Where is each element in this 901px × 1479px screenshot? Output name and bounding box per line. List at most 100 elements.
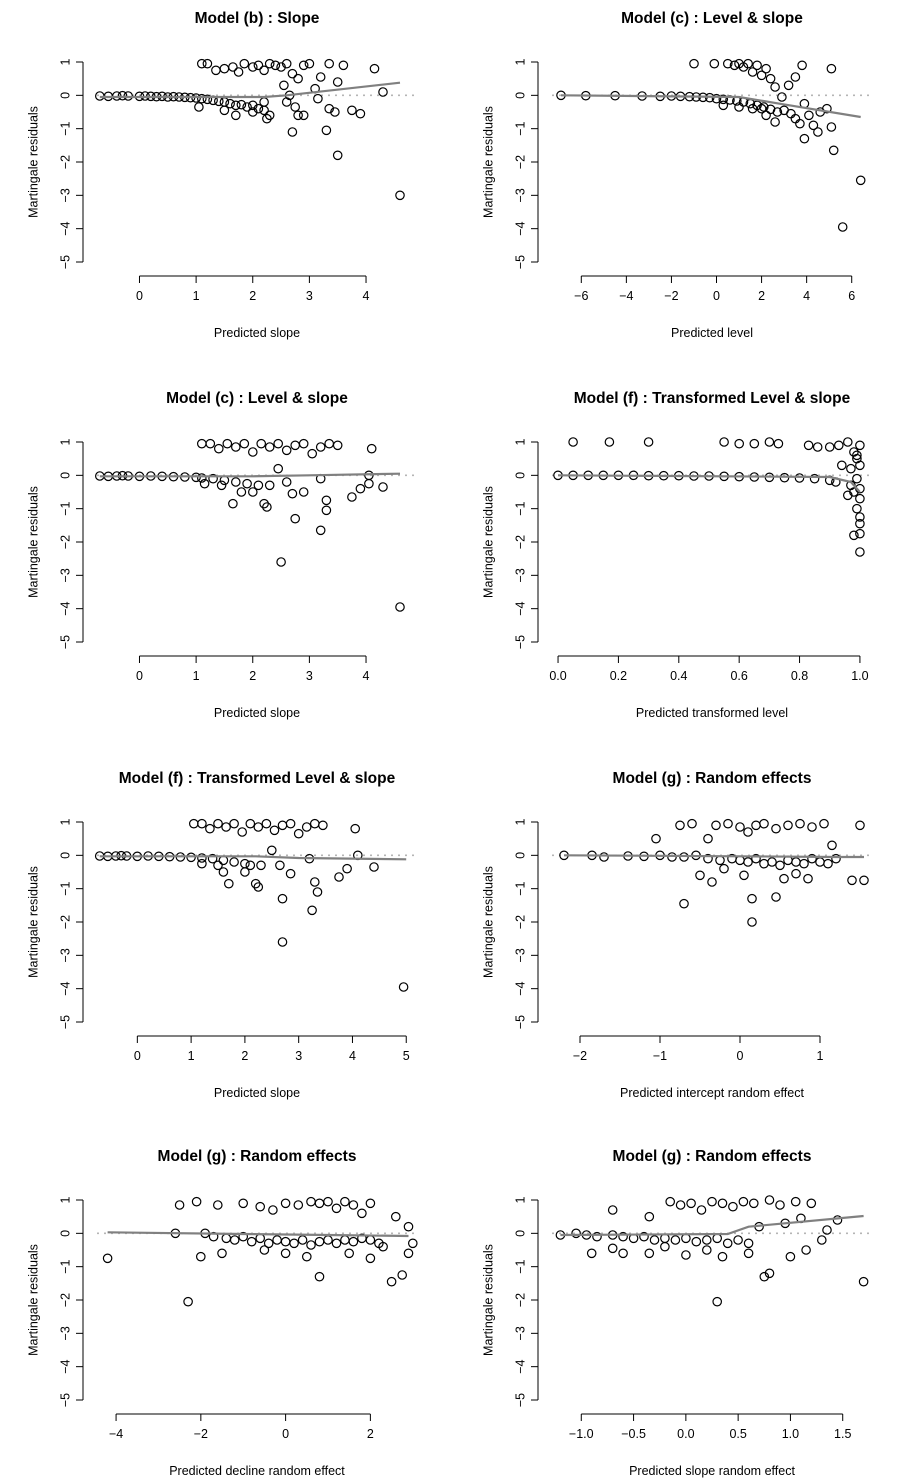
data-point <box>256 438 266 449</box>
data-point <box>679 898 689 909</box>
panel-3: Model (c) : Level & slope 1 0 −1 −2 −3 −4 −5 Mar… <box>26 390 417 720</box>
data-point <box>403 1248 414 1259</box>
data-point <box>253 480 264 491</box>
x-axis-label: Predicted slope <box>214 326 300 340</box>
data-point <box>355 483 366 494</box>
data-point <box>852 450 862 461</box>
data-point <box>279 80 289 91</box>
y-tick-label: 0 <box>513 852 527 859</box>
data-point <box>785 1251 796 1262</box>
data-point <box>855 528 865 539</box>
trend-line <box>560 94 861 119</box>
trend-line <box>107 1231 409 1238</box>
x-axis-label: Predicted slope <box>214 706 300 720</box>
data-point <box>273 463 283 474</box>
data-point <box>390 1211 401 1222</box>
data-point <box>261 818 272 829</box>
data-point <box>315 72 326 82</box>
data-point <box>604 437 615 447</box>
panel-1: Model (b) : Slope 1 0 −1 −2 −3 −4 −5 Martingale … <box>26 10 417 340</box>
data-point <box>245 818 256 829</box>
x-tick-label: 0.2 <box>610 669 627 683</box>
data-point <box>799 858 809 869</box>
data-point <box>309 877 320 887</box>
x-tick-label: 0.8 <box>791 669 808 683</box>
data-point <box>855 512 865 522</box>
data-point <box>307 905 317 916</box>
data-point <box>759 818 769 829</box>
data-point <box>804 110 814 121</box>
data-point <box>719 863 729 874</box>
panel-6: Model (g) : Random effects 1 0 −1 −2 −3 −4 −5 Ma… <box>481 770 872 1100</box>
x-tick-label: 4 <box>803 289 810 303</box>
data-point <box>219 97 230 107</box>
data-point <box>651 833 661 844</box>
data-point <box>808 120 819 131</box>
data-point <box>858 1276 869 1287</box>
data-point <box>266 845 277 856</box>
data-point <box>117 90 128 101</box>
data-point <box>855 493 865 504</box>
data-point <box>231 110 241 121</box>
data-point <box>855 820 865 831</box>
data-point <box>689 58 699 69</box>
panel-5: Model (f) : Transformed Level & slope 1 0 −… <box>26 770 417 1100</box>
data-point <box>747 917 757 927</box>
data-point <box>248 107 258 117</box>
x-tick-label: 4 <box>363 669 370 683</box>
data-point <box>213 1200 223 1210</box>
data-point <box>735 822 745 832</box>
x-tick-label: 5 <box>403 1049 410 1063</box>
data-point <box>301 1251 312 1262</box>
data-point <box>827 840 837 851</box>
data-point <box>855 175 866 186</box>
x-tick-label: 0.0 <box>549 669 566 683</box>
panel-title: Model (g) : Random effects <box>613 1148 812 1165</box>
x-tick-label: 1 <box>188 1049 195 1063</box>
x-tick-label: −4 <box>109 1427 123 1441</box>
data-point <box>229 1235 240 1245</box>
data-point <box>331 1238 342 1249</box>
data-point <box>783 820 793 831</box>
data-point <box>281 477 292 487</box>
data-point <box>228 498 238 509</box>
data-point <box>202 94 213 105</box>
y-tick-label: −4 <box>58 221 72 235</box>
x-axis-label: Predicted decline random effect <box>169 1464 345 1478</box>
data-point <box>217 1248 227 1259</box>
y-tick-label: −3 <box>58 948 72 962</box>
data-point <box>568 437 578 447</box>
y-tick-label: −5 <box>513 1015 527 1029</box>
data-point <box>722 1238 733 1249</box>
data-point <box>703 833 713 844</box>
data-point <box>767 857 777 867</box>
panel-title: Model (f) : Transformed Level & slope <box>119 770 396 787</box>
data-point <box>832 1215 843 1225</box>
data-point <box>238 1231 248 1242</box>
data-point <box>807 822 817 832</box>
x-tick-label: 0.6 <box>730 669 747 683</box>
data-point <box>189 818 199 829</box>
x-tick-label: −4 <box>619 289 633 303</box>
data-point <box>812 442 823 452</box>
data-point <box>240 858 250 869</box>
y-tick-label: −5 <box>58 255 72 269</box>
x-tick-label: 2 <box>758 289 765 303</box>
data-point <box>717 1251 728 1262</box>
data-point <box>718 100 729 111</box>
data-point <box>855 460 865 471</box>
y-tick-label: 0 <box>513 92 527 99</box>
x-tick-label: 6 <box>848 289 855 303</box>
data-point <box>765 73 776 84</box>
data-point <box>216 480 227 491</box>
data-point <box>751 820 761 831</box>
data-point <box>307 448 317 459</box>
data-point <box>248 447 258 457</box>
data-point <box>790 1196 801 1207</box>
data-point <box>246 1236 257 1247</box>
data-point <box>378 482 388 492</box>
data-point <box>761 110 771 121</box>
data-point <box>277 893 288 904</box>
data-point <box>275 860 285 871</box>
